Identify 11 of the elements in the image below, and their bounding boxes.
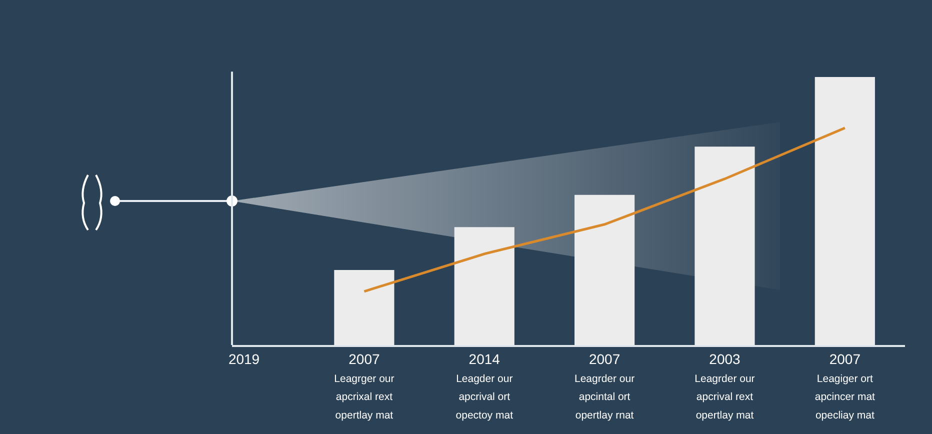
x-tick-label: 2003 Leagrder our apcrival rext opertlay mat bbox=[694, 350, 756, 422]
bar bbox=[334, 270, 394, 345]
bar bbox=[574, 194, 635, 345]
x-tick-label: 2019 bbox=[228, 350, 260, 367]
x-tick-label: 2007 Leagiger ort apcincer mat opecliay mat bbox=[814, 350, 876, 422]
x-tick-label: 2007 Leagrder our apcintal ort opertlay rnat bbox=[574, 350, 636, 422]
bar bbox=[694, 146, 755, 345]
bar bbox=[454, 227, 514, 345]
x-tick-label: 2007 Leagrger our apcrixal rext opertlay mat bbox=[334, 350, 395, 422]
bar bbox=[814, 77, 875, 345]
x-tick-label: 2014 Leagder our apcrival ort opectoy mat bbox=[456, 350, 514, 422]
